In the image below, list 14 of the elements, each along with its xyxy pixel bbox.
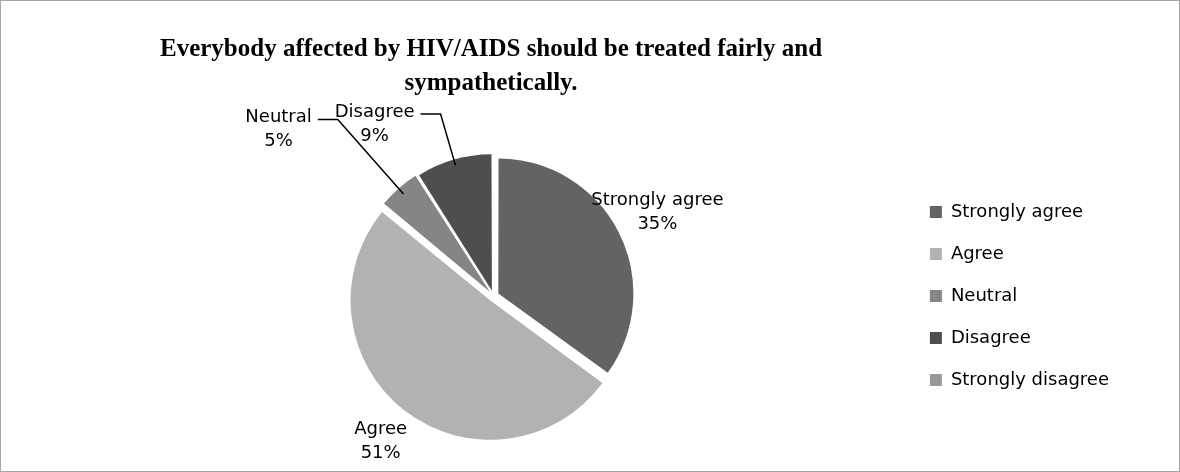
slice-label: Disagree [334,99,415,121]
legend-label: Agree [950,241,1004,263]
data-label: 5% [264,129,293,151]
legend-label: Strongly agree [950,199,1084,221]
chart-title: Everybody affected by HIV/AIDS should be treated fairly and sympathetically. [158,33,824,97]
legend-label: Disagree [950,325,1031,347]
data-label: 9% [360,123,389,145]
data-label: 35% [637,212,678,234]
slice-label: Strongly agree [591,188,724,210]
legend-label: Strongly disagree [950,367,1109,389]
data-label: 51% [360,441,401,463]
slice-label: Agree [354,417,408,439]
slice-label: Neutral [245,105,312,127]
legend-label: Neutral [950,283,1018,305]
